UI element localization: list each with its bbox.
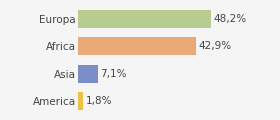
Text: 42,9%: 42,9% <box>199 41 232 51</box>
Bar <box>78 37 197 55</box>
Bar <box>78 92 83 110</box>
Bar <box>78 10 211 28</box>
Text: 7,1%: 7,1% <box>100 69 127 79</box>
Text: 1,8%: 1,8% <box>86 96 112 106</box>
Bar <box>78 65 98 83</box>
Text: 48,2%: 48,2% <box>213 14 246 24</box>
